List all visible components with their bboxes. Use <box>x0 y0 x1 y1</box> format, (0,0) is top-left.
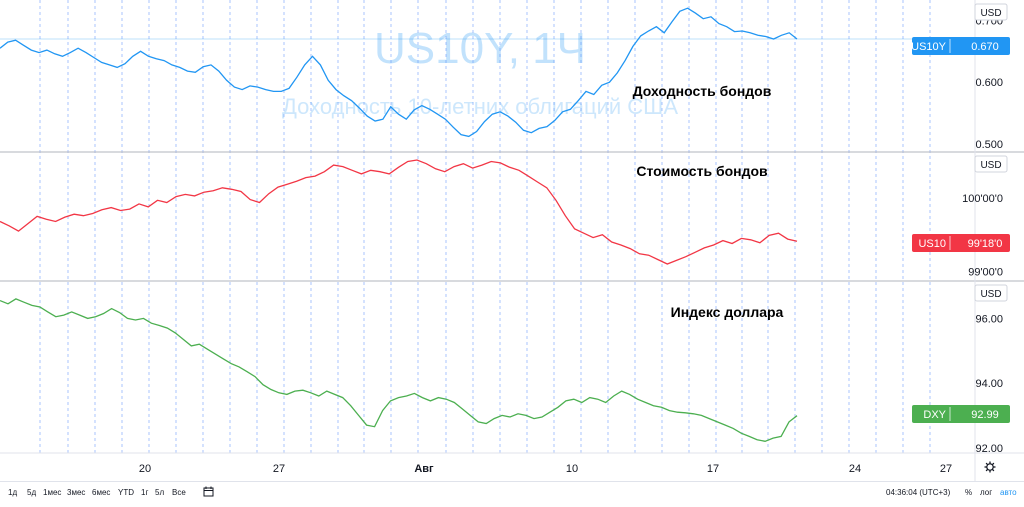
watermark-symbol: US10Y, 1Ч <box>374 24 586 73</box>
pane-annotation: Стоимость бондов <box>636 163 768 179</box>
time-tick-label: 17 <box>707 463 719 475</box>
time-tick-label: 10 <box>566 463 578 475</box>
price-tick-label: 94.00 <box>975 378 1003 390</box>
time-tick-label: 24 <box>849 463 861 475</box>
last-value-badge <box>912 405 1010 423</box>
price-tick-label: 92.00 <box>975 443 1003 455</box>
currency-label: USD <box>980 8 1001 19</box>
series-line <box>0 298 798 442</box>
clock-label: 04:36:04 (UTC+3) <box>886 488 951 497</box>
range-1y-button[interactable]: 1г <box>141 488 149 497</box>
price-tick-label: 96.00 <box>975 313 1003 325</box>
price-tick-label: 0.600 <box>975 77 1003 89</box>
last-value-number: 92.99 <box>971 409 999 421</box>
range-all-button[interactable]: Все <box>172 488 186 497</box>
time-tick-label: Авг <box>414 463 434 475</box>
series-line <box>0 7 798 138</box>
range-3m-button[interactable]: 3мес <box>67 488 86 497</box>
time-tick-label: 20 <box>139 463 151 475</box>
percent-toggle[interactable]: % <box>965 488 973 497</box>
range-1m-button[interactable]: 1мес <box>43 488 62 497</box>
last-value-number: 99'18'0 <box>968 238 1003 250</box>
currency-badge <box>974 3 1008 21</box>
currency-badge <box>974 155 1008 173</box>
currency-label: USD <box>980 289 1001 300</box>
calendar-range-icon[interactable] <box>203 486 214 499</box>
gear-icon[interactable] <box>984 461 996 473</box>
range-1d-button[interactable]: 1д <box>8 488 18 497</box>
last-value-symbol: US10Y <box>911 41 947 53</box>
pane-annotation: Доходность бондов <box>633 83 772 99</box>
last-value-number: 0.670 <box>971 41 999 53</box>
log-toggle[interactable]: лог <box>980 488 993 497</box>
range-5y-button[interactable]: 5л <box>155 488 165 497</box>
bottom-toolbar: 1д 5д 1мес 3мес 6мес YTD 1г 5л Все 04:36… <box>0 481 1024 507</box>
time-tick-label: 27 <box>940 463 952 475</box>
pane-annotation: Индекс доллара <box>671 304 784 320</box>
time-tick-label: 27 <box>273 463 285 475</box>
currency-label: USD <box>980 160 1001 171</box>
watermark-description: Доходность 10-летних облигаций США <box>282 94 678 119</box>
range-ytd-button[interactable]: YTD <box>118 488 134 497</box>
chart-svg: US10Y, 1Ч Доходность 10-летних облигаций … <box>0 0 1024 481</box>
auto-toggle[interactable]: авто <box>1000 488 1017 497</box>
currency-badge <box>974 284 1008 302</box>
range-6m-button[interactable]: 6мес <box>92 488 111 497</box>
series-line <box>0 159 798 265</box>
last-value-badge <box>912 37 1010 55</box>
price-tick-label: 100'00'0 <box>962 193 1003 205</box>
last-value-symbol: DXY <box>923 409 946 421</box>
price-tick-label: 99'00'0 <box>968 266 1003 278</box>
range-5d-button[interactable]: 5д <box>27 488 37 497</box>
price-tick-label: 0.500 <box>975 139 1003 151</box>
last-value-badge <box>912 234 1010 252</box>
last-value-symbol: US10 <box>918 238 946 250</box>
